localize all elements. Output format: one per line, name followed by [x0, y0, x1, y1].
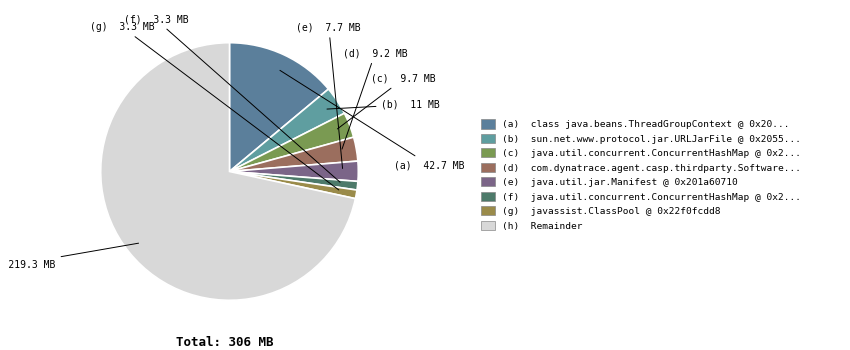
- Text: (h)  219.3 MB: (h) 219.3 MB: [0, 243, 139, 269]
- Wedge shape: [230, 43, 328, 172]
- Wedge shape: [230, 89, 344, 172]
- Wedge shape: [230, 161, 359, 181]
- Text: (c)  9.7 MB: (c) 9.7 MB: [337, 74, 436, 129]
- Wedge shape: [230, 137, 358, 172]
- Wedge shape: [230, 172, 357, 199]
- Text: (a)  42.7 MB: (a) 42.7 MB: [280, 70, 465, 170]
- Legend: (a)  class java.beans.ThreadGroupContext @ 0x20..., (b)  sun.net.www.protocol.ja: (a) class java.beans.ThreadGroupContext …: [481, 119, 802, 231]
- Text: (d)  9.2 MB: (d) 9.2 MB: [342, 48, 407, 149]
- Text: Total: 306 MB: Total: 306 MB: [177, 336, 274, 350]
- Wedge shape: [230, 172, 358, 190]
- Wedge shape: [100, 43, 355, 300]
- Wedge shape: [230, 113, 354, 172]
- Text: (e)  7.7 MB: (e) 7.7 MB: [297, 22, 361, 168]
- Text: (f)  3.3 MB: (f) 3.3 MB: [123, 14, 340, 182]
- Text: (g)  3.3 MB: (g) 3.3 MB: [90, 22, 339, 190]
- Text: (b)  11 MB: (b) 11 MB: [327, 99, 440, 110]
